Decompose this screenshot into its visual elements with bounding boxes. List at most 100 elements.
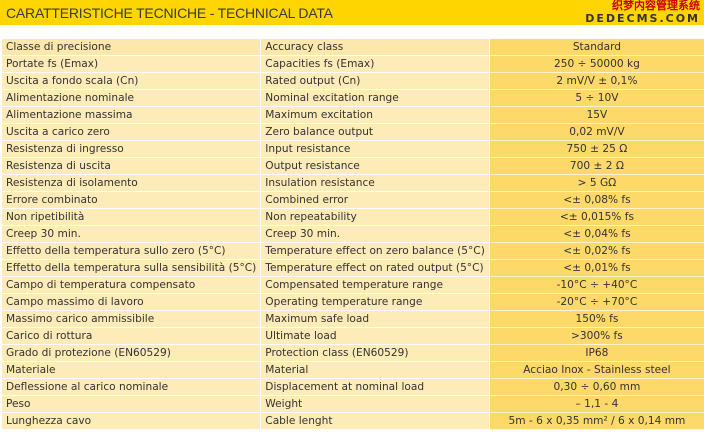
cell-label-it: Creep 30 min.	[2, 226, 261, 243]
column-gap	[488, 90, 490, 107]
cell-label-it: Effetto della temperatura sulla sensibil…	[2, 260, 261, 277]
cell-value: -20°C ÷ +70°C	[489, 294, 704, 311]
cell-label-en: Rated output (Cn)	[261, 73, 489, 90]
column-gap	[260, 141, 262, 158]
table-row: Peso Weight – 1,1 - 4	[2, 396, 704, 413]
table-row: Creep 30 min. Creep 30 min. <± 0,04% fs	[2, 226, 704, 243]
cell-label-it: Campo di temperatura compensato	[2, 277, 261, 294]
table-row: Resistenza di ingresso Input resistance 75…	[2, 141, 704, 158]
cell-value: >300% fs	[489, 328, 704, 345]
column-gap	[488, 124, 490, 141]
column-gap	[260, 192, 262, 209]
cell-value: 700 ± 2 Ω	[489, 158, 704, 175]
column-gap	[488, 107, 490, 124]
table-row: Errore combinato Combined error <± 0,08% f…	[2, 192, 704, 209]
column-gap	[260, 328, 262, 345]
column-gap	[488, 56, 490, 73]
column-gap	[260, 396, 262, 413]
column-gap	[260, 379, 262, 396]
column-gap	[488, 328, 490, 345]
watermark-line-1: 织梦内容管理系统	[612, 0, 700, 12]
column-gap	[488, 141, 490, 158]
cell-label-en: Displacement at nominal load	[261, 379, 489, 396]
cell-value: 15V	[489, 107, 704, 124]
cell-label-en: Cable lenght	[261, 413, 489, 430]
table-row: Uscita a fondo scala (Cn) Rated output (C…	[2, 73, 704, 90]
table-row: Effetto della temperatura sulla sensibil…	[2, 260, 704, 277]
cell-label-en: Weight	[261, 396, 489, 413]
table-row: Grado di protezione (EN60529) Protection …	[2, 345, 704, 362]
table-row: Alimentazione massima Maximum excitation 1…	[2, 107, 704, 124]
column-gap	[260, 260, 262, 277]
cell-label-en: Output resistance	[261, 158, 489, 175]
cell-label-it: Resistenza di uscita	[2, 158, 261, 175]
cell-value: -10°C ÷ +40°C	[489, 277, 704, 294]
cell-label-en: Temperature effect on zero balance (5°C)	[261, 243, 489, 260]
table-row: Campo massimo di lavoro Operating tempera…	[2, 294, 704, 311]
cell-value: 250 ÷ 50000 kg	[489, 56, 704, 73]
column-gap	[260, 39, 262, 56]
column-gap	[488, 158, 490, 175]
cell-label-en: Protection class (EN60529)	[261, 345, 489, 362]
table-row: Portate fs (Emax) Capacities fs (Emax) 250…	[2, 56, 704, 73]
cell-value: <± 0,04% fs	[489, 226, 704, 243]
column-gap	[488, 192, 490, 209]
cell-label-it: Uscita a fondo scala (Cn)	[2, 73, 261, 90]
table-row: Resistenza di isolamento Insulation resis…	[2, 175, 704, 192]
table-row: Effetto della temperatura sullo zero (5°…	[2, 243, 704, 260]
cell-label-en: Temperature effect on rated output (5°C)	[261, 260, 489, 277]
cell-value: IP68	[489, 345, 704, 362]
column-gap	[488, 413, 490, 430]
cell-label-en: Ultimate load	[261, 328, 489, 345]
cell-label-it: Portate fs (Emax)	[2, 56, 261, 73]
cell-label-en: Creep 30 min.	[261, 226, 489, 243]
cell-label-it: Massimo carico ammissibile	[2, 311, 261, 328]
cell-label-it: Errore combinato	[2, 192, 261, 209]
cell-label-it: Deflessione al carico nominale	[2, 379, 261, 396]
cell-label-en: Maximum excitation	[261, 107, 489, 124]
cell-label-it: Classe di precisione	[2, 39, 261, 56]
column-gap	[488, 73, 490, 90]
cell-label-en: Compensated temperature range	[261, 277, 489, 294]
cell-label-en: Accuracy class	[261, 39, 489, 56]
cell-label-en: Material	[261, 362, 489, 379]
cell-label-en: Nominal excitation range	[261, 90, 489, 107]
cell-label-en: Non repeatability	[261, 209, 489, 226]
column-gap	[488, 175, 490, 192]
cell-label-it: Alimentazione massima	[2, 107, 261, 124]
cell-value: 0,02 mV/V	[489, 124, 704, 141]
cell-value: 750 ± 25 Ω	[489, 141, 704, 158]
table-row: Uscita a carico zero Zero balance output 0…	[2, 124, 704, 141]
column-gap	[260, 107, 262, 124]
cell-label-it: Resistenza di ingresso	[2, 141, 261, 158]
column-gap	[488, 345, 490, 362]
table-row: Massimo carico ammissibile Maximum safe l…	[2, 311, 704, 328]
table-row: Campo di temperatura compensato Compensat…	[2, 277, 704, 294]
column-gap	[260, 90, 262, 107]
table-row: Deflessione al carico nominale Displaceme…	[2, 379, 704, 396]
cell-value: <± 0,01% fs	[489, 260, 704, 277]
cell-label-en: Capacities fs (Emax)	[261, 56, 489, 73]
column-gap	[260, 362, 262, 379]
cell-label-it: Lunghezza cavo	[2, 413, 261, 430]
column-gap	[488, 243, 490, 260]
column-gap	[488, 362, 490, 379]
technical-data-table: Classe di precisione Accuracy class Standa…	[2, 39, 704, 430]
column-gap	[260, 56, 262, 73]
cell-label-it: Materiale	[2, 362, 261, 379]
table-row: Alimentazione nominale Nominal excitation…	[2, 90, 704, 107]
cell-label-it: Resistenza di isolamento	[2, 175, 261, 192]
cell-label-it: Grado di protezione (EN60529)	[2, 345, 261, 362]
column-gap	[488, 226, 490, 243]
cell-label-it: Peso	[2, 396, 261, 413]
column-gap	[260, 294, 262, 311]
cell-label-it: Campo massimo di lavoro	[2, 294, 261, 311]
table-row: Classe di precisione Accuracy class Standa…	[2, 39, 704, 56]
cell-label-it: Effetto della temperatura sullo zero (5°…	[2, 243, 261, 260]
column-gap	[488, 209, 490, 226]
cell-label-it: Carico di rottura	[2, 328, 261, 345]
cell-label-it: Alimentazione nominale	[2, 90, 261, 107]
table-row: Carico di rottura Ultimate load >300% fs	[2, 328, 704, 345]
column-gap	[488, 277, 490, 294]
column-gap	[488, 311, 490, 328]
